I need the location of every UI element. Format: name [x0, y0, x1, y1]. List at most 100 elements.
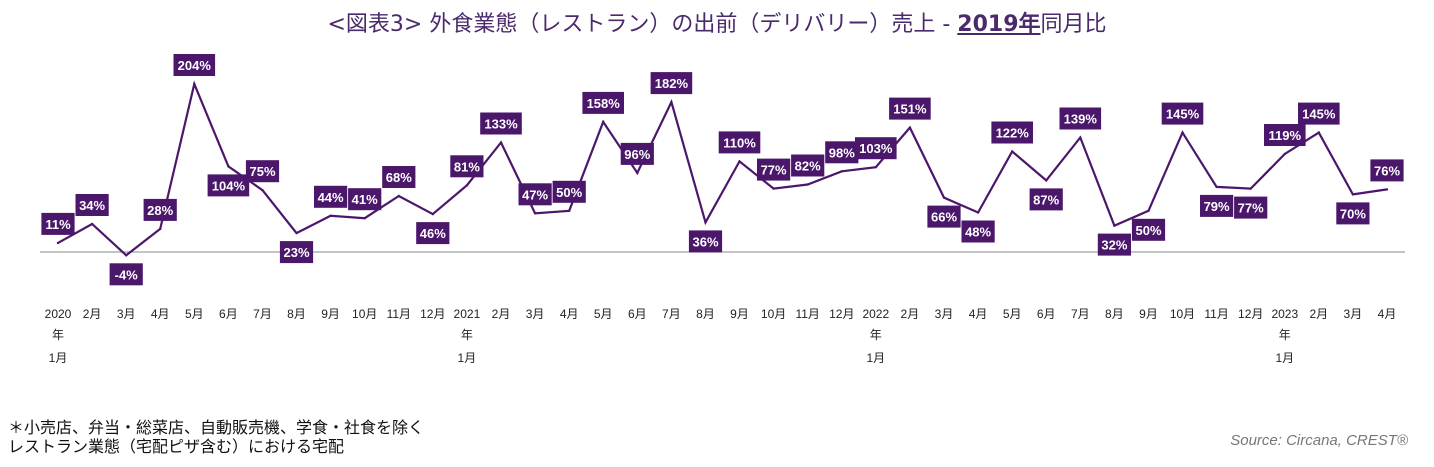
data-label-text: 76% — [1374, 163, 1400, 178]
x-tick-text: 1月 — [458, 351, 477, 365]
x-tick-text: 9月 — [730, 307, 749, 321]
data-point-20 — [704, 221, 707, 224]
x-tick-label-2: 2月 — [83, 307, 102, 321]
data-label-box — [582, 91, 624, 114]
x-tick-label-4: 4月 — [151, 307, 170, 321]
x-tick-label-8: 8月 — [287, 307, 306, 321]
data-label-box — [382, 166, 416, 188]
data-point-13 — [465, 184, 469, 187]
data-label-box — [109, 263, 143, 286]
data-label-32: 32% — [1097, 233, 1131, 256]
data-label-30: 87% — [1029, 188, 1063, 211]
x-tick-text: 2022 — [862, 307, 889, 321]
x-tick-text: 2020 — [45, 307, 72, 321]
x-tick-label-24: 12月 — [829, 307, 854, 321]
data-label-text: 28% — [147, 203, 173, 218]
data-label-box — [314, 185, 348, 208]
data-label-22: 77% — [757, 158, 791, 181]
x-tick-label-19: 7月 — [662, 307, 681, 321]
data-point-30 — [1045, 179, 1048, 182]
data-label-14: 133% — [480, 112, 522, 135]
data-label-text: 151% — [893, 102, 927, 117]
data-label-text: 145% — [1302, 107, 1336, 122]
x-tick-text: 5月 — [594, 307, 613, 321]
data-point-34 — [1181, 131, 1184, 134]
x-tick-label-38: 2月 — [1309, 307, 1328, 321]
x-tick-label-28: 4月 — [969, 307, 988, 321]
data-label-26: 151% — [889, 97, 931, 120]
x-tick-text: 6月 — [219, 307, 238, 321]
data-label-34: 145% — [1161, 102, 1204, 125]
data-label-text: 68% — [386, 170, 412, 185]
data-label-text: -4% — [115, 267, 139, 282]
data-point-16 — [567, 209, 571, 213]
data-label-box — [791, 154, 825, 177]
data-label-19: 182% — [650, 72, 693, 95]
chart-title-prefix: <図表3> 外食業態（レストラン）の出前（デリバリー）売上 - — [327, 12, 958, 37]
data-label-18: 96% — [620, 142, 654, 165]
data-label-25: 103% — [855, 137, 897, 160]
data-point-18 — [636, 171, 639, 175]
data-point-1 — [56, 241, 60, 245]
x-tick-text: 5月 — [1003, 307, 1022, 321]
data-label-text: 133% — [484, 117, 518, 132]
data-label-text: 41% — [352, 192, 378, 207]
data-label-box — [757, 158, 791, 181]
data-label-21: 110% — [718, 131, 761, 154]
data-label-text: 50% — [556, 185, 582, 200]
x-tick-text: 7月 — [253, 307, 272, 321]
data-point-36 — [1249, 187, 1252, 190]
data-label-36: 77% — [1234, 196, 1268, 219]
x-tick-text: 2月 — [901, 307, 920, 321]
x-tick-label-32: 8月 — [1105, 307, 1124, 321]
x-tick-text: 7月 — [662, 307, 681, 321]
data-label-7: 75% — [245, 160, 280, 183]
data-label-text: 98% — [829, 145, 855, 160]
data-label-box — [1161, 102, 1204, 125]
data-point-15 — [533, 212, 537, 215]
x-tick-text: 年 — [52, 328, 64, 342]
x-tick-text: 2023 — [1271, 307, 1298, 321]
x-tick-text: 2021 — [454, 307, 481, 321]
x-tick-text: 8月 — [287, 307, 306, 321]
data-label-box — [620, 142, 654, 165]
data-label-text: 36% — [692, 234, 718, 249]
x-tick-label-36: 12月 — [1238, 307, 1263, 321]
x-tick-label-21: 9月 — [730, 307, 749, 321]
x-tick-text: 年 — [870, 328, 882, 342]
x-tick-label-12: 12月 — [420, 307, 445, 321]
data-point-5 — [193, 82, 196, 86]
data-label-box — [416, 222, 450, 245]
data-label-12: 46% — [416, 222, 450, 245]
data-label-text: 50% — [1135, 223, 1161, 238]
data-point-2 — [90, 222, 94, 226]
footnote: ＊小売店、弁当・総菜店、自動販売機、学食・社食を除く レストラン業態（宅配ピザ含… — [8, 418, 424, 456]
data-label-text: 75% — [249, 164, 275, 179]
data-label-23: 82% — [791, 154, 825, 177]
data-label-text: 204% — [178, 58, 212, 73]
x-tick-text: 9月 — [1139, 307, 1158, 321]
data-label-13: 81% — [450, 155, 484, 178]
data-point-21 — [738, 160, 741, 163]
data-label-37: 119% — [1264, 124, 1306, 146]
data-label-text: 145% — [1166, 107, 1200, 122]
data-label-box — [718, 131, 761, 154]
x-tick-text: 7月 — [1071, 307, 1090, 321]
data-point-11 — [397, 194, 400, 198]
data-label-box — [552, 180, 586, 203]
chart-title-suffix: 同月比 — [1040, 12, 1107, 37]
x-tick-text: 8月 — [1105, 307, 1124, 321]
x-tick-text: 8月 — [696, 307, 715, 321]
data-label-28: 48% — [961, 220, 995, 243]
x-tick-label-6: 6月 — [219, 307, 238, 321]
data-point-29 — [1010, 150, 1014, 153]
data-label-text: 110% — [723, 135, 756, 150]
series-line — [57, 80, 1388, 257]
x-tick-label-33: 9月 — [1139, 307, 1158, 321]
chart-title: <図表3> 外食業態（レストラン）の出前（デリバリー）売上 - 2019年同月比 — [0, 6, 1434, 38]
data-label-33: 50% — [1131, 218, 1166, 241]
data-label-box — [41, 212, 75, 235]
x-tick-label-20: 8月 — [696, 307, 715, 321]
data-label-box — [1264, 124, 1306, 146]
x-tick-text: 2月 — [492, 307, 511, 321]
